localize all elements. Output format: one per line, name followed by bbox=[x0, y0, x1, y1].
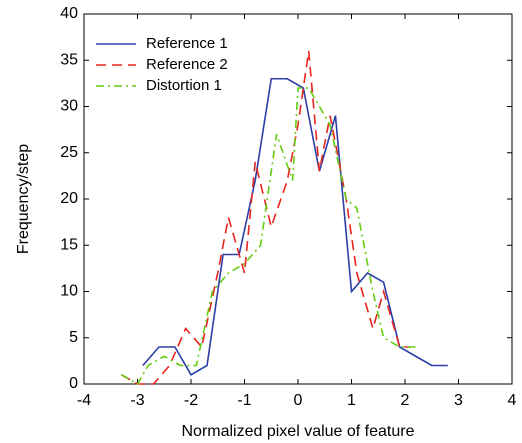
y-tick-label: 30 bbox=[60, 98, 78, 115]
x-tick-label: -1 bbox=[237, 392, 251, 409]
x-tick-label: 4 bbox=[508, 392, 517, 409]
y-tick-label: 0 bbox=[69, 375, 78, 392]
legend-label: Distortion 1 bbox=[146, 77, 222, 94]
legend-label: Reference 1 bbox=[146, 35, 228, 52]
x-tick-label: -4 bbox=[77, 392, 91, 409]
x-axis-label: Normalized pixel value of feature bbox=[181, 423, 414, 440]
x-tick-label: 1 bbox=[347, 392, 356, 409]
y-tick-label: 25 bbox=[60, 144, 78, 161]
y-axis-label: Frequency/step bbox=[15, 144, 32, 254]
legend-label: Reference 2 bbox=[146, 56, 228, 73]
y-tick-label: 40 bbox=[60, 5, 78, 22]
y-tick-label: 10 bbox=[60, 283, 78, 300]
y-tick-label: 15 bbox=[60, 236, 78, 253]
x-tick-label: -3 bbox=[130, 392, 144, 409]
x-tick-label: -2 bbox=[184, 392, 198, 409]
data-line bbox=[121, 50, 411, 385]
y-tick-label: 35 bbox=[60, 51, 78, 68]
x-tick-label: 3 bbox=[454, 392, 463, 409]
y-tick-label: 5 bbox=[69, 329, 78, 346]
x-tick-label: 0 bbox=[294, 392, 303, 409]
legend: Reference 1 Reference 2 Distortion 1 bbox=[96, 35, 228, 94]
y-tick-label: 20 bbox=[60, 190, 78, 207]
x-tick-label: 2 bbox=[401, 392, 410, 409]
data-line bbox=[121, 87, 416, 386]
